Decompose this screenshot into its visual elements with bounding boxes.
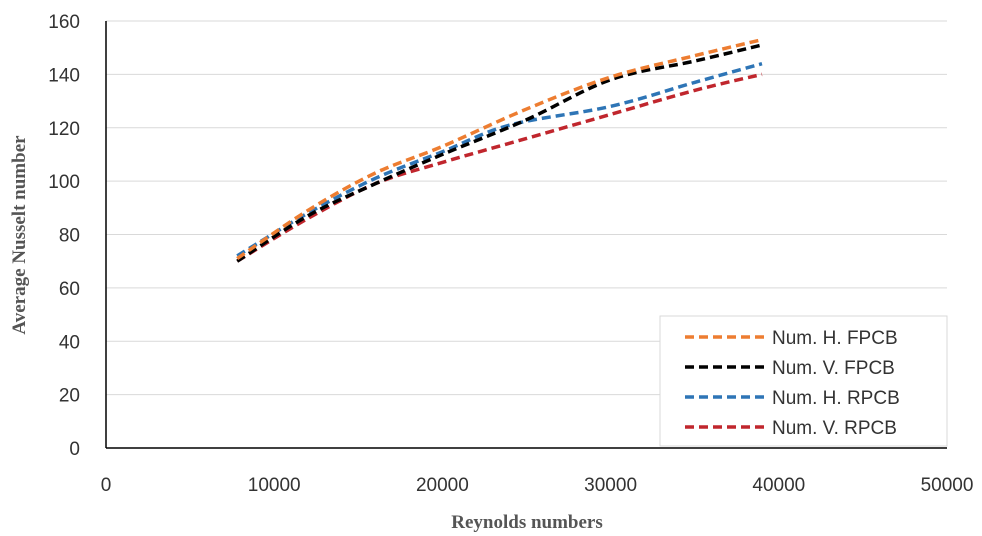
y-tick-labels: 0 20 40 60 80 100 120 140 160 [48, 12, 80, 460]
y-tick-label: 120 [48, 119, 80, 140]
legend-label-2: Num. V. FPCB [772, 358, 895, 379]
y-tick-label: 20 [59, 386, 80, 407]
series-line-1 [236, 37, 763, 260]
y-axis-title: Average Nusselt number [9, 135, 30, 335]
y-tick-label: 60 [59, 279, 80, 300]
x-tick-label: 40000 [752, 475, 805, 496]
series-line-3 [236, 62, 763, 258]
series-line-4 [236, 72, 763, 263]
legend-label-3: Num. H. RPCB [772, 388, 900, 409]
legend: Num. H. FPCB Num. V. FPCB Num. H. RPCB Num.… [659, 315, 948, 447]
axes [105, 21, 947, 449]
y-tick-label: 40 [59, 332, 80, 353]
x-tick-label: 10000 [248, 475, 301, 496]
x-tick-label: 50000 [921, 475, 974, 496]
y-tick-label: 160 [48, 12, 80, 33]
y-tick-label: 80 [59, 226, 80, 247]
x-tick-label: 30000 [584, 475, 637, 496]
x-tick-labels: 0 10000 20000 30000 40000 50000 [101, 475, 974, 496]
series-line-2 [236, 43, 763, 263]
x-tick-label: 0 [101, 475, 112, 496]
gridlines [106, 20, 947, 396]
y-tick-label: 100 [48, 172, 80, 193]
y-tick-label: 0 [69, 439, 80, 460]
x-tick-label: 20000 [416, 475, 469, 496]
legend-items: Num. H. FPCB Num. V. FPCB Num. H. RPCB Num.… [685, 328, 900, 439]
x-axis-title: Reynolds numbers [451, 512, 603, 533]
legend-label-1: Num. H. FPCB [772, 328, 898, 349]
legend-label-4: Num. V. RPCB [772, 418, 897, 439]
y-tick-label: 140 [48, 65, 80, 86]
series-lines [236, 37, 763, 263]
